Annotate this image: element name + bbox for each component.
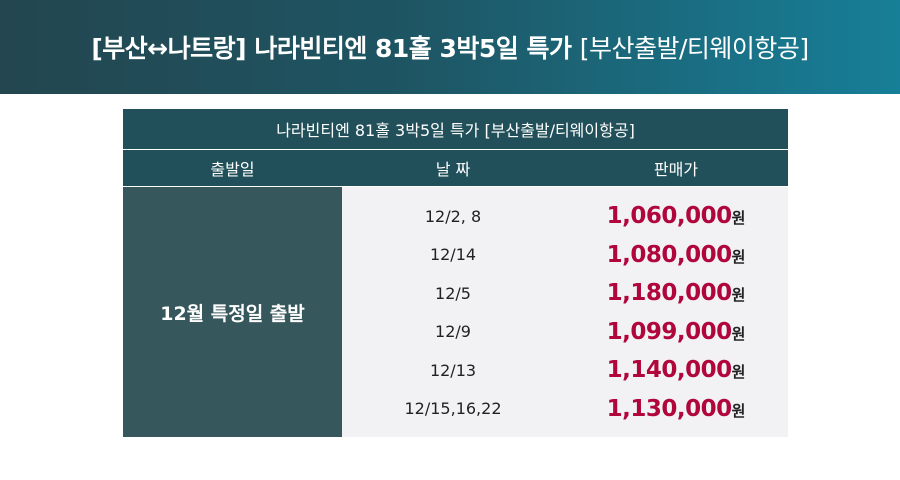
price-unit: 원 — [731, 401, 746, 420]
table-row: 12/15,16,22 1,130,000원 — [342, 390, 788, 429]
row-price: 1,080,000원 — [564, 242, 788, 268]
table-rows: 12/2, 8 1,060,000원 12/14 1,080,000원 12/5… — [342, 187, 788, 437]
price-value: 1,180,000 — [606, 280, 733, 307]
table-row: 12/14 1,080,000원 — [342, 236, 788, 275]
row-date: 12/14 — [429, 245, 477, 265]
price-unit: 원 — [731, 247, 746, 266]
header-date: 날 짜 — [435, 160, 471, 179]
price-unit: 원 — [731, 286, 746, 305]
price-value: 1,060,000 — [606, 203, 733, 230]
departure-group-label: 12월 특정일 출발 — [123, 187, 342, 437]
row-price: 1,060,000원 — [564, 203, 788, 229]
header-departure: 출발일 — [210, 160, 255, 179]
price-value: 1,130,000 — [606, 395, 733, 422]
price-value: 1,099,000 — [606, 318, 733, 345]
promo-banner: [부산↔나트랑] 나라빈티엔 81홀 3박5일 특가 [부산출발/티웨이항공] — [0, 0, 900, 94]
table-header-row: 출발일 날 짜 판매가 — [123, 150, 788, 186]
banner-title: [부산↔나트랑] 나라빈티엔 81홀 3박5일 특가 [부산출발/티웨이항공] — [91, 29, 809, 65]
price-table: 나라빈티엔 81홀 3박5일 특가 [부산출발/티웨이항공] 출발일 날 짜 판… — [123, 109, 788, 437]
price-value: 1,080,000 — [606, 241, 733, 268]
table-row: 12/9 1,099,000원 — [342, 313, 788, 352]
row-price: 1,140,000원 — [564, 357, 788, 383]
banner-title-sub: [부산출발/티웨이항공] — [579, 34, 809, 63]
row-price: 1,099,000원 — [564, 319, 788, 345]
price-unit: 원 — [731, 324, 746, 343]
price-unit: 원 — [731, 209, 746, 228]
row-date: 12/15,16,22 — [404, 399, 502, 419]
table-row: 12/2, 8 1,060,000원 — [342, 197, 788, 236]
banner-title-main: [부산↔나트랑] 나라빈티엔 81홀 3박5일 특가 — [91, 34, 572, 63]
price-value: 1,140,000 — [606, 357, 733, 384]
table-row: 12/13 1,140,000원 — [342, 351, 788, 390]
header-price: 판매가 — [653, 160, 699, 179]
row-date: 12/13 — [429, 360, 477, 380]
row-price: 1,130,000원 — [564, 396, 788, 422]
table-caption: 나라빈티엔 81홀 3박5일 특가 [부산출발/티웨이항공] — [123, 109, 788, 149]
row-price: 1,180,000원 — [564, 280, 788, 306]
table-body: 12월 특정일 출발 12/2, 8 1,060,000원 12/14 1,08… — [123, 187, 788, 437]
price-unit: 원 — [731, 363, 746, 382]
row-date: 12/9 — [435, 322, 471, 342]
row-date: 12/5 — [435, 283, 471, 303]
table-row: 12/5 1,180,000원 — [342, 274, 788, 313]
row-date: 12/2, 8 — [424, 206, 482, 226]
